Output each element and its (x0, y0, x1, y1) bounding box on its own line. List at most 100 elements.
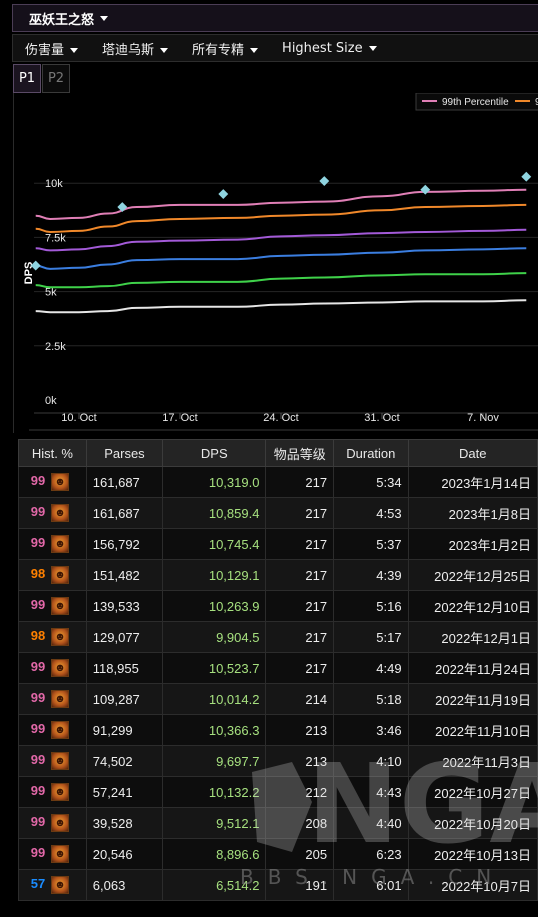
hist-cell: 99 ☻ (18, 838, 87, 870)
y-tick-label: 2.5k (45, 341, 66, 353)
date-cell[interactable]: 2022年11月19日 (407, 683, 538, 715)
filter-dropdown-1[interactable]: 塔迪乌斯 (90, 39, 180, 58)
ilvl-cell: 213 (265, 714, 335, 746)
duration-cell: 6:23 (333, 838, 409, 870)
y-tick-label: 10k (45, 178, 63, 190)
table-row[interactable]: 99 ☻ 91,299 10,366.3 213 3:46 2022年11月10日 (18, 714, 538, 746)
series-line-5 (35, 299, 527, 314)
date-cell[interactable]: 2023年1月2日 (407, 528, 538, 560)
parse-point (319, 176, 330, 186)
hist-cell: 99 ☻ (18, 590, 87, 622)
spec-icon: ☻ (51, 566, 69, 584)
table-row[interactable]: 99 ☻ 39,528 9,512.1 208 4:40 2022年10月20日 (18, 807, 538, 839)
date-cell[interactable]: 2022年10月13日 (407, 838, 538, 870)
parse-point (420, 184, 431, 195)
duration-cell: 4:43 (333, 776, 409, 808)
table-row[interactable]: 99 ☻ 139,533 10,263.9 217 5:16 2022年12月10日 (18, 590, 538, 622)
table-row[interactable]: 57 ☻ 6,063 6,514.2 191 6:01 2022年10月7日 (18, 869, 538, 901)
x-tick-label: 10. Oct (61, 412, 96, 424)
ilvl-cell: 205 (265, 838, 335, 870)
table-row[interactable]: 99 ☻ 109,287 10,014.2 214 5:18 2022年11月19日 (18, 683, 538, 715)
ilvl-cell: 208 (265, 807, 335, 839)
dps-cell: 10,319.0 (162, 466, 267, 498)
hist-percent: 99 (30, 783, 46, 799)
date-cell[interactable]: 2022年10月27日 (407, 776, 538, 808)
duration-cell: 4:49 (333, 652, 409, 684)
dps-cell: 9,697.7 (162, 745, 267, 777)
date-cell[interactable]: 2022年12月1日 (407, 621, 538, 653)
parses-cell: 118,955 (85, 652, 164, 684)
date-cell[interactable]: 2023年1月14日 (407, 466, 538, 498)
series-line-2 (35, 228, 527, 252)
table-row[interactable]: 98 ☻ 151,482 10,129.1 217 4:39 2022年12月25日 (18, 559, 538, 591)
parses-cell: 57,241 (85, 776, 164, 808)
spec-icon: ☻ (51, 690, 69, 708)
raid-title: 巫妖王之怒 (29, 12, 95, 28)
dps-cell: 8,896.6 (162, 838, 267, 870)
parses-table-wrapper: Hist. % Parses DPS 物品等级 Duration Date 99 ☻ 161,… (18, 439, 538, 901)
date-cell[interactable]: 2022年11月10日 (407, 714, 538, 746)
column-header-hist[interactable]: Hist. % (18, 439, 87, 467)
x-tick-label: 7. Nov (467, 412, 499, 424)
hist-percent: 99 (30, 845, 46, 861)
hist-cell: 99 ☻ (18, 652, 87, 684)
date-cell[interactable]: 2022年10月7日 (407, 869, 538, 901)
ilvl-cell: 212 (265, 776, 335, 808)
date-cell[interactable]: 2022年11月24日 (407, 652, 538, 684)
table-row[interactable]: 99 ☻ 161,687 10,319.0 217 5:34 2023年1月14日 (18, 466, 538, 498)
table-header-row: Hist. % Parses DPS 物品等级 Duration Date (18, 439, 538, 467)
date-cell[interactable]: 2022年11月3日 (407, 745, 538, 777)
ilvl-cell: 214 (265, 683, 335, 715)
hist-cell: 57 ☻ (18, 869, 87, 901)
duration-cell: 5:17 (333, 621, 409, 653)
duration-cell: 5:16 (333, 590, 409, 622)
table-row[interactable]: 99 ☻ 57,241 10,132.2 212 4:43 2022年10月27日 (18, 776, 538, 808)
table-row[interactable]: 98 ☻ 129,077 9,904.5 217 5:17 2022年12月1日 (18, 621, 538, 653)
hist-cell: 98 ☻ (18, 621, 87, 653)
date-cell[interactable]: 2022年12月10日 (407, 590, 538, 622)
column-header-date[interactable]: Date (407, 439, 538, 467)
hist-percent: 99 (30, 597, 46, 613)
hist-percent: 99 (30, 814, 46, 830)
parse-point (117, 202, 128, 212)
hist-cell: 99 ☻ (18, 776, 87, 808)
filter-dropdown-0[interactable]: 伤害量 (13, 39, 90, 58)
filter-dropdown-2[interactable]: 所有专精 (180, 39, 270, 58)
date-cell[interactable]: 2022年12月25日 (407, 559, 538, 591)
dps-cell: 10,014.2 (162, 683, 267, 715)
column-header-parses[interactable]: Parses (85, 439, 164, 467)
y-tick-label: 0k (45, 395, 57, 407)
table-row[interactable]: 99 ☻ 161,687 10,859.4 217 4:53 2023年1月8日 (18, 497, 538, 529)
table-row[interactable]: 99 ☻ 74,502 9,697.7 213 4:10 2022年11月3日 (18, 745, 538, 777)
filter-label: 所有专精 (192, 42, 245, 58)
tab-p1[interactable]: P1 (13, 64, 41, 93)
table-row[interactable]: 99 ☻ 20,546 8,896.6 205 6:23 2022年10月13日 (18, 838, 538, 870)
column-header-dps[interactable]: DPS (162, 439, 267, 467)
table-row[interactable]: 99 ☻ 118,955 10,523.7 217 4:49 2022年11月24日 (18, 652, 538, 684)
filter-label: 伤害量 (25, 42, 65, 58)
parses-cell: 74,502 (85, 745, 164, 777)
parses-cell: 109,287 (85, 683, 164, 715)
column-header-ilvl[interactable]: 物品等级 (265, 439, 335, 467)
ilvl-cell: 217 (265, 590, 335, 622)
date-cell[interactable]: 2023年1月8日 (407, 497, 538, 529)
duration-cell: 3:46 (333, 714, 409, 746)
spec-icon: ☻ (51, 845, 69, 863)
tab-p2[interactable]: P2 (42, 64, 70, 93)
table-row[interactable]: 99 ☻ 156,792 10,745.4 217 5:37 2023年1月2日 (18, 528, 538, 560)
series-line-4 (35, 272, 527, 289)
parses-cell: 139,533 (85, 590, 164, 622)
filter-bar: 伤害量 塔迪乌斯 所有专精 Highest Size (12, 34, 538, 62)
chevron-down-icon (70, 47, 79, 53)
dps-cell: 9,512.1 (162, 807, 267, 839)
raid-title-dropdown[interactable]: 巫妖王之怒 (12, 4, 538, 32)
column-header-duration[interactable]: Duration (333, 439, 409, 467)
dps-cell: 10,859.4 (162, 497, 267, 529)
duration-cell: 4:40 (333, 807, 409, 839)
hist-percent: 99 (30, 721, 46, 737)
date-cell[interactable]: 2022年10月20日 (407, 807, 538, 839)
hist-percent: 99 (30, 690, 46, 706)
filter-dropdown-3[interactable]: Highest Size (270, 41, 389, 56)
y-tick-label: 7.5k (45, 232, 66, 244)
phase-tabs: P1 P2 (13, 64, 71, 93)
